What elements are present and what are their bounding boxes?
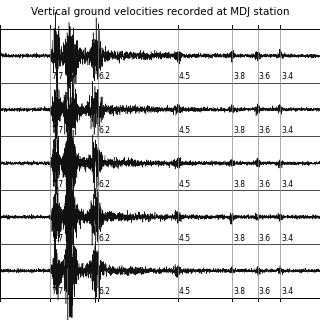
Text: 7.7: 7.7 <box>51 180 63 189</box>
Text: 7.7: 7.7 <box>51 72 63 81</box>
Text: 3.6: 3.6 <box>259 180 271 189</box>
Text: 3.6: 3.6 <box>259 287 271 296</box>
Text: 6.2: 6.2 <box>99 180 111 189</box>
Text: 6.2: 6.2 <box>99 72 111 81</box>
Text: 3.8: 3.8 <box>233 287 245 296</box>
Text: 7.7: 7.7 <box>51 126 63 135</box>
Text: 7.7: 7.7 <box>51 287 63 296</box>
Text: 6.2: 6.2 <box>99 126 111 135</box>
Text: 3.4: 3.4 <box>281 126 293 135</box>
Text: 7.7: 7.7 <box>51 234 63 243</box>
Text: 3.6: 3.6 <box>259 72 271 81</box>
Text: 4.5: 4.5 <box>179 287 191 296</box>
Text: 4.5: 4.5 <box>179 234 191 243</box>
Text: 3.4: 3.4 <box>281 180 293 189</box>
Text: 4.5: 4.5 <box>179 180 191 189</box>
Text: 3.4: 3.4 <box>281 72 293 81</box>
Text: 3.4: 3.4 <box>281 234 293 243</box>
Text: 3.6: 3.6 <box>259 234 271 243</box>
Text: 3.4: 3.4 <box>281 287 293 296</box>
Text: 4.5: 4.5 <box>179 72 191 81</box>
Text: 3.8: 3.8 <box>233 72 245 81</box>
Text: 4.5: 4.5 <box>179 126 191 135</box>
Text: Vertical ground velocities recorded at MDJ station: Vertical ground velocities recorded at M… <box>31 7 289 17</box>
Text: 3.8: 3.8 <box>233 126 245 135</box>
Text: 3.6: 3.6 <box>259 126 271 135</box>
Text: 6.2: 6.2 <box>99 287 111 296</box>
Text: 6.2: 6.2 <box>99 234 111 243</box>
Text: 3.8: 3.8 <box>233 234 245 243</box>
Text: 3.8: 3.8 <box>233 180 245 189</box>
